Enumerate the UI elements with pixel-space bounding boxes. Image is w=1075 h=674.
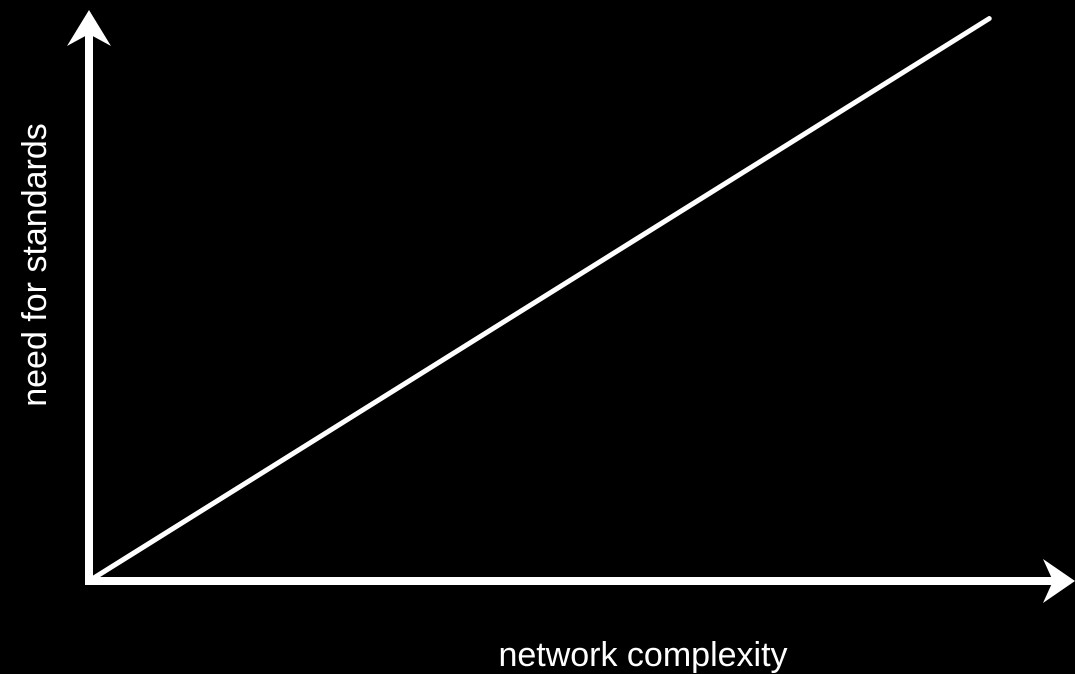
plot-area (86, 16, 992, 584)
axes (67, 10, 1075, 603)
y-axis-label: need for standards (16, 123, 54, 407)
x-axis-arrowhead-icon (1043, 559, 1075, 603)
y-axis-arrowhead-icon (67, 10, 111, 46)
x-axis-label: network complexity (498, 636, 787, 674)
series-line-1 (86, 16, 992, 584)
